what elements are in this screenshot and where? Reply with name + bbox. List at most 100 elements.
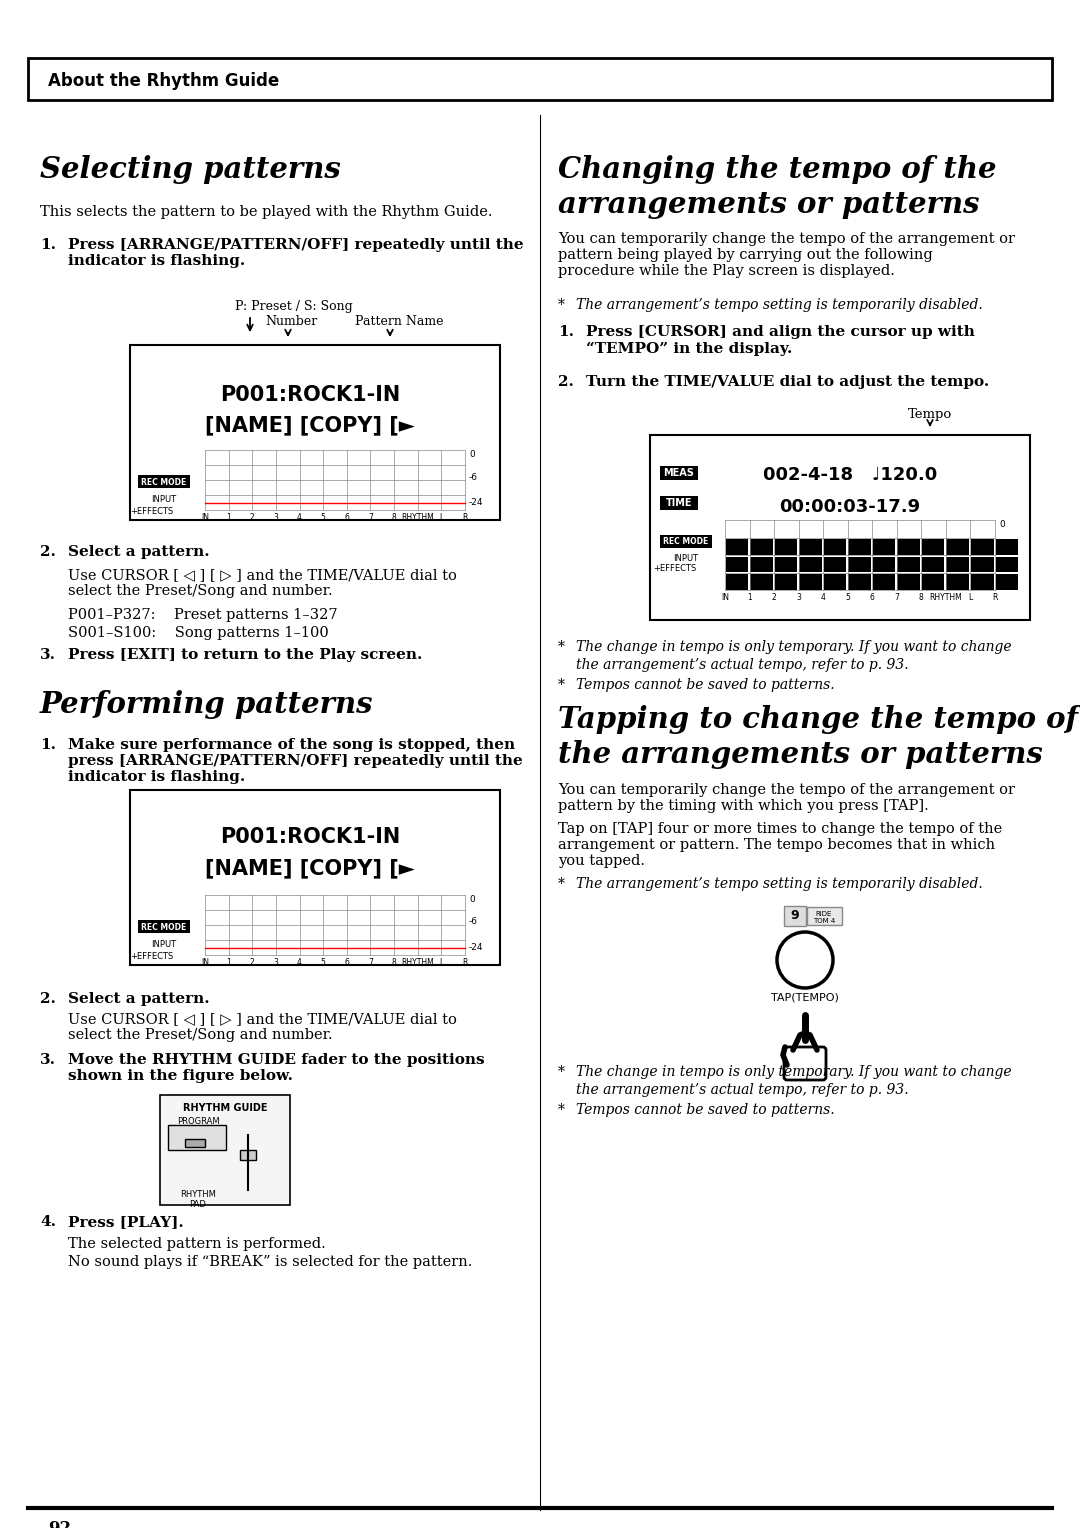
Text: +EFFECTS: +EFFECTS <box>653 564 697 573</box>
Text: REC MODE: REC MODE <box>141 923 187 932</box>
Text: [NAME] [COPY] [►: [NAME] [COPY] [► <box>205 416 415 435</box>
FancyBboxPatch shape <box>784 906 806 926</box>
FancyBboxPatch shape <box>784 1047 826 1080</box>
Text: 3: 3 <box>796 593 801 602</box>
FancyBboxPatch shape <box>848 539 870 555</box>
Text: 5: 5 <box>321 958 325 967</box>
FancyBboxPatch shape <box>660 535 712 549</box>
Text: Changing the tempo of the: Changing the tempo of the <box>558 154 997 183</box>
Text: Press [ARRANGE/PATTERN/OFF] repeatedly until the
indicator is flashing.: Press [ARRANGE/PATTERN/OFF] repeatedly u… <box>68 238 524 269</box>
Text: 1: 1 <box>227 513 231 523</box>
Text: -24: -24 <box>469 943 484 952</box>
Text: INPUT: INPUT <box>674 555 699 562</box>
FancyBboxPatch shape <box>946 575 969 590</box>
Text: R: R <box>462 958 468 967</box>
Text: *: * <box>558 1103 565 1117</box>
FancyBboxPatch shape <box>971 556 994 571</box>
Text: 4: 4 <box>821 593 825 602</box>
FancyBboxPatch shape <box>138 920 190 934</box>
FancyBboxPatch shape <box>897 556 920 571</box>
FancyBboxPatch shape <box>726 539 748 555</box>
Text: arrangements or patterns: arrangements or patterns <box>558 189 980 219</box>
FancyBboxPatch shape <box>873 575 895 590</box>
Text: About the Rhythm Guide: About the Rhythm Guide <box>48 72 280 90</box>
Text: 4: 4 <box>297 958 302 967</box>
Text: Tap on [TAP] four or more times to change the tempo of the
arrangement or patter: Tap on [TAP] four or more times to chang… <box>558 822 1002 868</box>
FancyBboxPatch shape <box>824 575 847 590</box>
Text: 3: 3 <box>273 958 279 967</box>
Text: +EFFECTS: +EFFECTS <box>131 507 174 516</box>
Text: RHYTHM GUIDE: RHYTHM GUIDE <box>183 1103 267 1112</box>
Text: 0: 0 <box>469 895 475 905</box>
Text: *: * <box>558 1065 565 1079</box>
Text: 8: 8 <box>392 513 396 523</box>
FancyBboxPatch shape <box>922 556 944 571</box>
Text: Tempo: Tempo <box>908 408 953 422</box>
Text: -24: -24 <box>999 578 1013 587</box>
FancyBboxPatch shape <box>726 575 748 590</box>
Text: *: * <box>558 678 565 692</box>
Text: 2.: 2. <box>40 992 56 1005</box>
Text: Select a pattern.: Select a pattern. <box>68 545 210 559</box>
Text: IN: IN <box>201 958 210 967</box>
FancyBboxPatch shape <box>185 1138 205 1148</box>
Text: PROGRAM: PROGRAM <box>177 1117 219 1126</box>
Text: 002-4-18   ♩120.0: 002-4-18 ♩120.0 <box>762 466 937 484</box>
FancyBboxPatch shape <box>138 475 190 487</box>
FancyBboxPatch shape <box>799 575 822 590</box>
Text: Selecting patterns: Selecting patterns <box>40 154 341 183</box>
FancyBboxPatch shape <box>650 435 1030 620</box>
Text: Performing patterns: Performing patterns <box>40 691 374 720</box>
FancyBboxPatch shape <box>774 575 797 590</box>
Text: P001:ROCK1-IN: P001:ROCK1-IN <box>220 385 400 405</box>
Text: 8: 8 <box>919 593 923 602</box>
Text: 3: 3 <box>273 513 279 523</box>
Text: R: R <box>462 513 468 523</box>
Text: RHYTHM
PAD: RHYTHM PAD <box>180 1190 216 1209</box>
Text: 00:00:03-17.9: 00:00:03-17.9 <box>780 498 920 516</box>
FancyBboxPatch shape <box>807 908 842 924</box>
Text: MEAS: MEAS <box>663 468 694 478</box>
Text: 4.: 4. <box>40 1215 56 1229</box>
Text: TIME: TIME <box>665 498 692 507</box>
Text: The selected pattern is performed.: The selected pattern is performed. <box>68 1238 326 1251</box>
Text: TAP(TEMPO): TAP(TEMPO) <box>771 992 839 1002</box>
Text: 5: 5 <box>846 593 850 602</box>
FancyBboxPatch shape <box>848 556 870 571</box>
Text: REC MODE: REC MODE <box>663 536 708 545</box>
FancyBboxPatch shape <box>824 556 847 571</box>
Text: 5: 5 <box>321 513 325 523</box>
FancyBboxPatch shape <box>160 1096 291 1206</box>
Text: The change in tempo is only temporary. If you want to change: The change in tempo is only temporary. I… <box>576 1065 1012 1079</box>
FancyBboxPatch shape <box>660 466 698 480</box>
Text: 7: 7 <box>368 513 373 523</box>
FancyBboxPatch shape <box>660 497 698 510</box>
FancyBboxPatch shape <box>971 575 994 590</box>
Text: Turn the TIME/VALUE dial to adjust the tempo.: Turn the TIME/VALUE dial to adjust the t… <box>586 374 989 390</box>
Text: REC MODE: REC MODE <box>141 478 187 487</box>
Text: -6: -6 <box>469 472 478 481</box>
Text: L: L <box>440 513 444 523</box>
Text: 6: 6 <box>345 958 349 967</box>
Text: 4: 4 <box>297 513 302 523</box>
Text: 2: 2 <box>772 593 777 602</box>
FancyBboxPatch shape <box>824 539 847 555</box>
Text: 9: 9 <box>791 909 799 921</box>
Text: Use CURSOR [ ◁ ] [ ▷ ] and the TIME/VALUE dial to
select the Preset/Song and num: Use CURSOR [ ◁ ] [ ▷ ] and the TIME/VALU… <box>68 568 457 597</box>
Text: Use CURSOR [ ◁ ] [ ▷ ] and the TIME/VALUE dial to
select the Preset/Song and num: Use CURSOR [ ◁ ] [ ▷ ] and the TIME/VALU… <box>68 1012 457 1042</box>
Text: Select a pattern.: Select a pattern. <box>68 992 210 1005</box>
Text: 1.: 1. <box>40 238 56 252</box>
FancyBboxPatch shape <box>750 539 772 555</box>
FancyBboxPatch shape <box>946 556 969 571</box>
FancyBboxPatch shape <box>848 575 870 590</box>
Text: S001–S100:    Song patterns 1–100: S001–S100: Song patterns 1–100 <box>68 626 328 640</box>
Text: 0: 0 <box>469 451 475 458</box>
Text: 7: 7 <box>368 958 373 967</box>
FancyBboxPatch shape <box>28 58 1052 99</box>
FancyBboxPatch shape <box>774 556 797 571</box>
FancyBboxPatch shape <box>240 1151 256 1160</box>
Text: *: * <box>558 640 565 654</box>
FancyBboxPatch shape <box>130 790 500 966</box>
Text: Make sure performance of the song is stopped, then
press [ARRANGE/PATTERN/OFF] r: Make sure performance of the song is sto… <box>68 738 523 784</box>
FancyBboxPatch shape <box>750 556 772 571</box>
